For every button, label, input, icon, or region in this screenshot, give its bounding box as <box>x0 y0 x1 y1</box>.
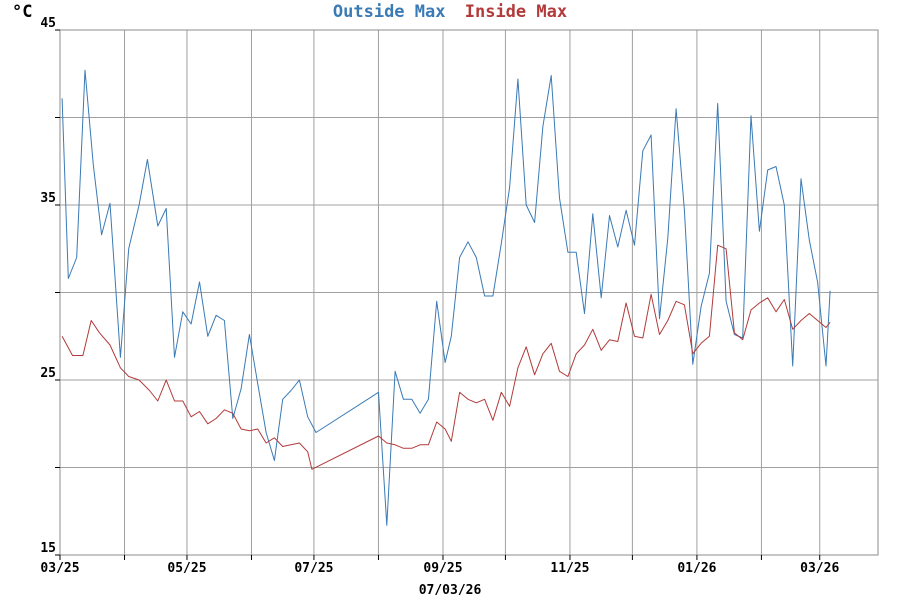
series-line-inside-max <box>61 244 831 470</box>
grid-layer <box>59 29 878 556</box>
series-layer <box>61 69 831 526</box>
title-inside-max: Inside Max <box>465 2 567 22</box>
tick-layer: 15 25 35 45 03/25 05/25 07/25 09/25 11/25 01/26 03… <box>40 16 839 576</box>
x-tick-label: 03/26 <box>800 561 839 576</box>
y-tick-label: 25 <box>40 366 56 381</box>
x-tick-label: 09/25 <box>423 561 462 576</box>
x-tick-label: 11/25 <box>550 561 589 576</box>
x-tick-label: 03/25 <box>40 561 79 576</box>
x-axis-label: 07/03/26 <box>419 583 482 598</box>
chart-title: Outside Max Inside Max <box>333 2 567 22</box>
title-outside-max: Outside Max <box>333 2 446 22</box>
x-tick-label: 07/25 <box>294 561 333 576</box>
x-tick-label: 01/26 <box>677 561 716 576</box>
y-tick-label: 35 <box>40 191 56 206</box>
y-unit-label: °C <box>12 2 32 22</box>
x-tick-label: 05/25 <box>167 561 206 576</box>
y-tick-label: 15 <box>40 541 56 556</box>
y-tick-label: 45 <box>40 16 56 31</box>
series-line-outside-max <box>61 69 831 526</box>
